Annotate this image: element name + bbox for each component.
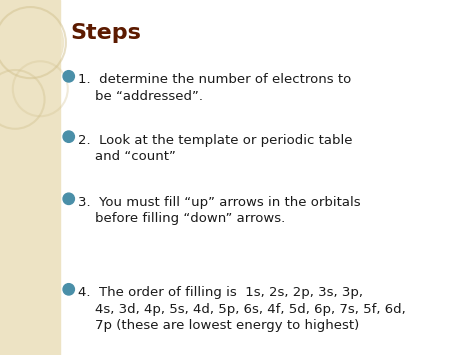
Ellipse shape bbox=[63, 71, 74, 82]
Text: 3.  You must fill “up” arrows in the orbitals
    before filling “down” arrows.: 3. You must fill “up” arrows in the orbi… bbox=[78, 196, 361, 225]
Text: 2.  Look at the template or periodic table
    and “count”: 2. Look at the template or periodic tabl… bbox=[78, 134, 353, 163]
Ellipse shape bbox=[63, 284, 74, 295]
Ellipse shape bbox=[63, 131, 74, 142]
Ellipse shape bbox=[0, 10, 64, 76]
Text: 1.  determine the number of electrons to
    be “addressed”.: 1. determine the number of electrons to … bbox=[78, 73, 351, 103]
Text: 4.  The order of filling is  1s, 2s, 2p, 3s, 3p,
    4s, 3d, 4p, 5s, 4d, 5p, 6s,: 4. The order of filling is 1s, 2s, 2p, 3… bbox=[78, 286, 406, 333]
Bar bbox=[0, 0, 60, 355]
Text: Steps: Steps bbox=[70, 23, 141, 43]
Ellipse shape bbox=[63, 193, 74, 204]
